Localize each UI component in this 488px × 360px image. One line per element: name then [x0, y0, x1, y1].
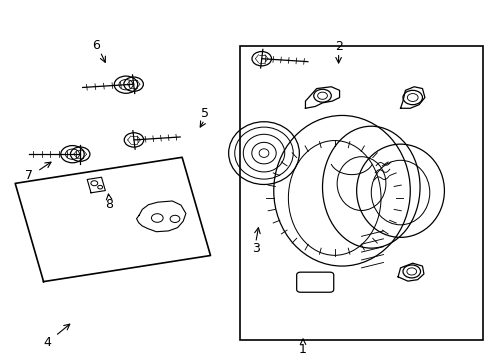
- Text: 8: 8: [105, 198, 113, 211]
- Bar: [239, 45, 483, 339]
- Text: 6: 6: [92, 39, 100, 52]
- Text: 5: 5: [200, 107, 208, 120]
- Text: 2: 2: [334, 40, 342, 53]
- Text: 7: 7: [25, 169, 33, 182]
- Text: 4: 4: [43, 336, 51, 348]
- Text: 1: 1: [299, 343, 306, 356]
- Text: 3: 3: [251, 242, 259, 255]
